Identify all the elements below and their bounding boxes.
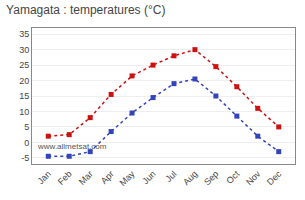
svg-text:Oct: Oct xyxy=(224,168,241,185)
svg-text:May: May xyxy=(118,168,137,187)
svg-text:10: 10 xyxy=(19,107,29,117)
svg-text:Sep: Sep xyxy=(202,169,220,187)
svg-text:35: 35 xyxy=(19,29,29,39)
svg-text:-5: -5 xyxy=(21,153,29,163)
svg-text:Apr: Apr xyxy=(99,169,116,186)
svg-text:25: 25 xyxy=(19,60,29,70)
svg-text:0: 0 xyxy=(24,138,29,148)
svg-text:20: 20 xyxy=(19,76,29,86)
svg-text:Jan: Jan xyxy=(36,169,53,186)
svg-text:Mar: Mar xyxy=(77,169,95,187)
svg-text:Dec: Dec xyxy=(265,168,284,187)
svg-text:Yamagata : temperatures (°C): Yamagata : temperatures (°C) xyxy=(6,3,165,17)
svg-text:30: 30 xyxy=(19,45,29,55)
svg-text:Nov: Nov xyxy=(244,168,263,187)
svg-text:Feb: Feb xyxy=(56,169,74,187)
svg-text:Jul: Jul xyxy=(163,169,178,184)
svg-text:Jun: Jun xyxy=(140,169,157,186)
svg-text:Aug: Aug xyxy=(181,169,199,187)
svg-text:5: 5 xyxy=(24,122,29,132)
svg-text:www.allmetsat.com: www.allmetsat.com xyxy=(37,142,107,151)
svg-text:15: 15 xyxy=(19,91,29,101)
